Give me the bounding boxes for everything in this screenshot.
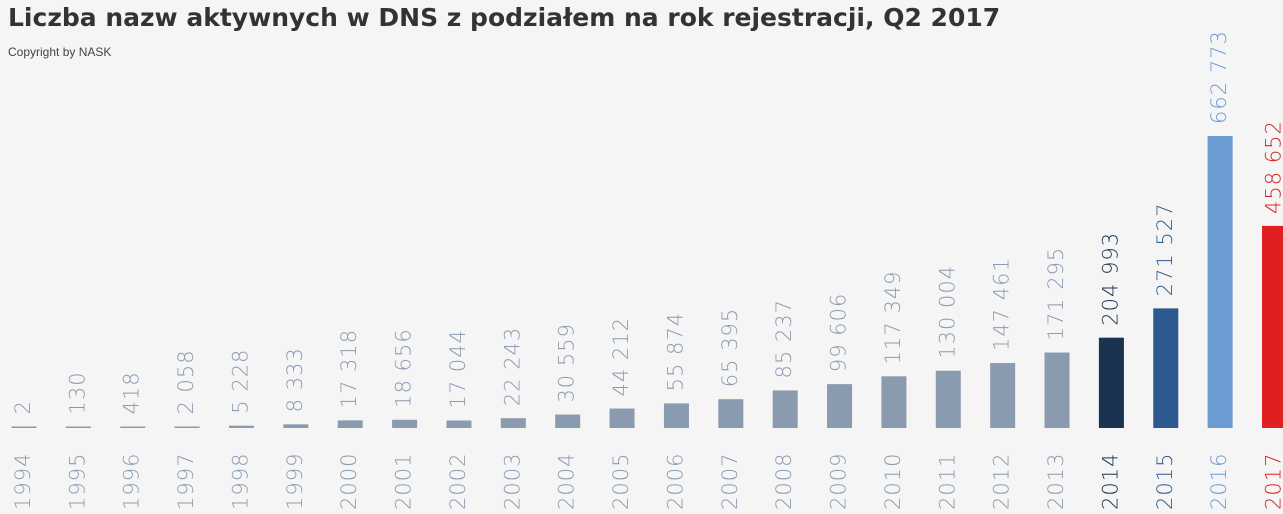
bar (392, 419, 418, 428)
bar (337, 420, 363, 428)
value-label: 2 058 (174, 349, 198, 414)
value-label: 171 295 (1044, 247, 1068, 341)
bar (718, 399, 744, 428)
x-tick-label: 2006 (663, 453, 687, 510)
value-label: 662 773 (1207, 30, 1231, 124)
x-tick-label: 1996 (120, 453, 144, 510)
value-label: 17 044 (446, 329, 470, 408)
x-tick-label: 2016 (1207, 453, 1231, 510)
value-label: 18 656 (392, 328, 416, 407)
bar (990, 363, 1016, 428)
value-label: 117 349 (881, 270, 905, 364)
bar (555, 414, 581, 428)
value-label: 2 (11, 400, 35, 414)
bar (935, 370, 961, 428)
bar (65, 426, 91, 428)
x-tick-label: 1997 (174, 453, 198, 510)
value-label: 17 318 (337, 329, 361, 408)
bar (609, 408, 635, 428)
bar (1153, 308, 1179, 428)
x-tick-label: 2001 (392, 453, 416, 510)
x-tick-label: 1995 (65, 453, 89, 510)
x-tick-label: 2004 (555, 453, 579, 510)
value-label: 44 212 (609, 317, 633, 396)
x-tick-label: 2012 (990, 453, 1014, 510)
x-tick-label: 2005 (609, 453, 633, 510)
bar (228, 425, 254, 428)
value-label: 30 559 (555, 323, 579, 402)
x-tick-label: 1994 (11, 453, 35, 510)
value-label: 418 (120, 371, 144, 414)
bar (663, 403, 689, 428)
value-label: 55 874 (663, 312, 687, 391)
value-label: 271 527 (1153, 203, 1177, 297)
bar (1044, 352, 1070, 428)
value-label: 147 461 (990, 257, 1014, 351)
x-tick-label: 2008 (772, 453, 796, 510)
x-tick-label: 2017 (1262, 453, 1283, 510)
value-label: 204 993 (1098, 232, 1122, 326)
bar (881, 376, 907, 428)
bar (446, 420, 472, 428)
x-tick-label: 2003 (500, 453, 524, 510)
bar (11, 426, 37, 428)
x-tick-label: 2014 (1098, 453, 1122, 510)
bar (827, 384, 853, 428)
bar (120, 426, 146, 428)
x-tick-label: 2010 (881, 453, 905, 510)
value-label: 8 333 (283, 347, 307, 412)
value-label: 65 395 (718, 308, 742, 387)
x-tick-label: 2015 (1153, 453, 1177, 510)
value-label: 130 (65, 371, 89, 414)
bar (772, 390, 798, 428)
x-tick-label: 2000 (337, 453, 361, 510)
value-label: 130 004 (935, 265, 959, 359)
value-label: 85 237 (772, 299, 796, 378)
bar (1262, 225, 1283, 428)
value-label: 99 606 (827, 293, 851, 372)
bar (174, 426, 200, 428)
x-tick-label: 2007 (718, 453, 742, 510)
x-tick-label: 1999 (283, 453, 307, 510)
bar (283, 424, 309, 428)
x-tick-label: 1998 (228, 453, 252, 510)
x-tick-label: 2011 (935, 453, 959, 510)
x-tick-label: 2013 (1044, 453, 1068, 510)
x-tick-label: 2009 (827, 453, 851, 510)
bar (1098, 337, 1124, 428)
chart-subtitle: Copyright by NASK (8, 45, 111, 59)
chart-title: Liczba nazw aktywnych w DNS z podziałem … (8, 3, 1000, 32)
value-label: 458 652 (1262, 120, 1283, 214)
x-tick-label: 2002 (446, 453, 470, 510)
value-label: 22 243 (500, 327, 524, 406)
value-label: 5 228 (228, 349, 252, 414)
bar (1207, 136, 1233, 428)
bar (500, 418, 526, 428)
